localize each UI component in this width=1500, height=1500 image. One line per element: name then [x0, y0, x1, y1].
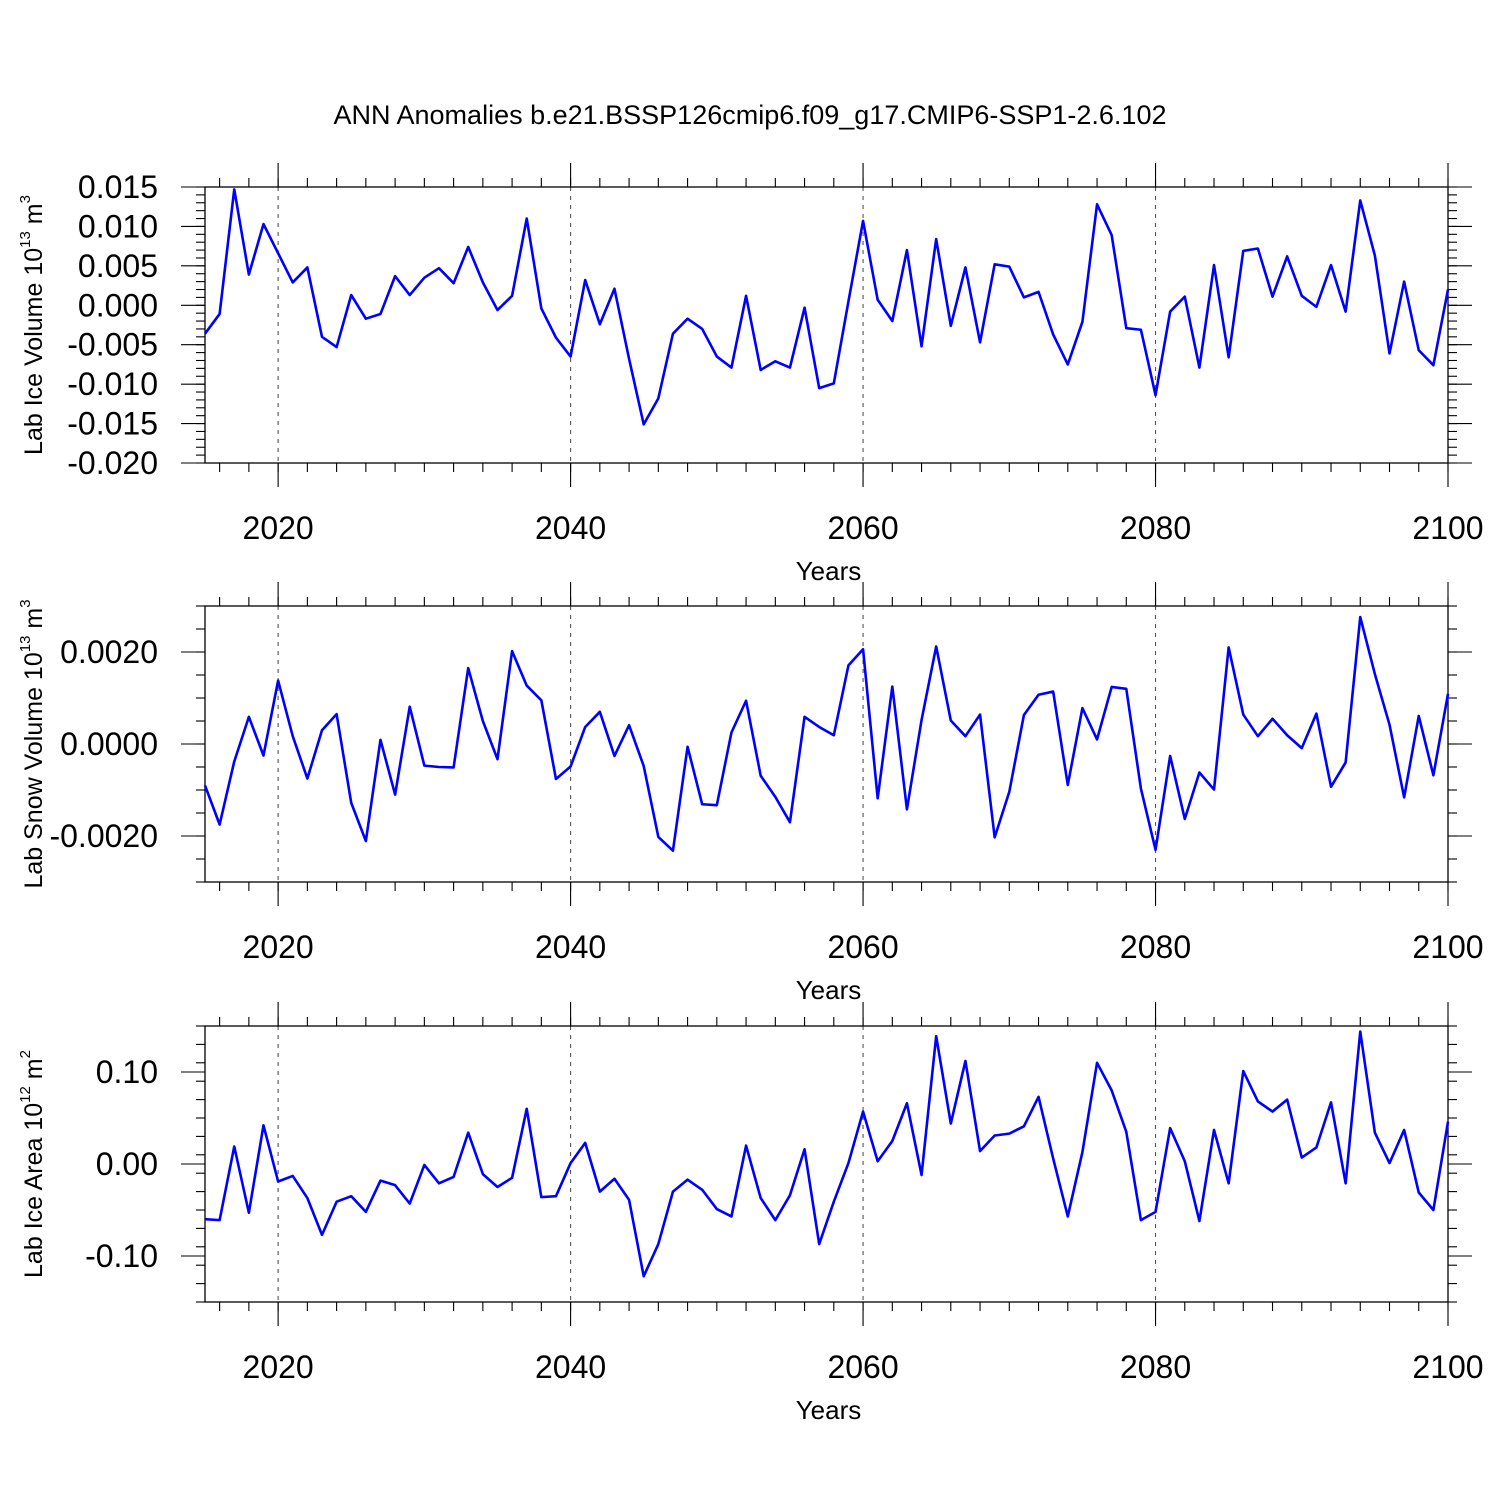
plot-frame [204, 1025, 1449, 1303]
x-tick-label: 2040 [535, 510, 606, 546]
panel-2: 2020 2040 2060 2080 2100 -0.0020 0.0000 0.0020 Y… [17, 582, 1484, 1005]
y-tick-label: 0.0000 [60, 726, 158, 762]
x-axis-label: Years [796, 556, 862, 586]
series-line [203, 188, 1450, 426]
x-axis-label: Years [796, 1395, 862, 1425]
y-label-exponent: 12 [17, 1086, 34, 1103]
x-tick-label: 2020 [243, 929, 314, 965]
x-tick-label: 2020 [243, 1349, 314, 1385]
y-label-unit-exponent: 3 [17, 599, 34, 607]
y-axis-label: Lab Snow Volume 1013 m3 [17, 599, 48, 888]
y-tick-label: -0.005 [67, 327, 158, 363]
plot-frame [204, 186, 1449, 464]
y-label-unit: m [20, 203, 48, 231]
x-tick-label: 2080 [1120, 510, 1191, 546]
x-tick-label: 2100 [1412, 510, 1483, 546]
y-label-unit-exponent: 3 [17, 195, 34, 203]
x-tick-label: 2060 [827, 929, 898, 965]
y-tick-label: -0.0020 [49, 818, 158, 854]
x-tick-label: 2040 [535, 1349, 606, 1385]
x-tick-label: 2080 [1120, 1349, 1191, 1385]
y-label-unit-exponent: 2 [17, 1050, 34, 1058]
y-label-exponent: 13 [17, 231, 34, 248]
plot-frame [204, 605, 1449, 883]
y-label-main: Lab Ice Area 10 [20, 1103, 48, 1278]
y-tick-label: -0.010 [67, 366, 158, 402]
y-tick-label: 0.015 [78, 169, 158, 205]
chart-title: ANN Anomalies b.e21.BSSP126cmip6.f09_g17… [334, 100, 1167, 130]
y-label-exponent: 13 [17, 636, 34, 653]
y-label-main: Lab Snow Volume 10 [20, 652, 48, 888]
y-tick-label: -0.015 [67, 406, 158, 442]
y-label-unit: m [20, 1058, 48, 1086]
y-axis-label: Lab Ice Area 1012 m2 [17, 1050, 48, 1278]
x-tick-label: 2100 [1412, 929, 1483, 965]
y-tick-label: 0.10 [96, 1054, 158, 1090]
panel-3: 2020 2040 2060 2080 2100 -0.10 0.00 0.10 Years La… [17, 1002, 1484, 1425]
panels-container: 2020 2040 2060 2080 2100-0.020-0.015-0.010-0… [17, 163, 1484, 1425]
y-tick-label: 0.010 [78, 208, 158, 244]
x-tick-label: 2020 [243, 510, 314, 546]
x-tick-label: 2100 [1412, 1349, 1483, 1385]
x-tick-label: 2060 [827, 1349, 898, 1385]
y-tick-label: 0.0020 [60, 634, 158, 670]
series-line [203, 615, 1450, 853]
y-tick-label: 0.005 [78, 248, 158, 284]
y-tick-label: -0.10 [85, 1238, 158, 1274]
x-axis-label: Years [796, 975, 862, 1005]
x-tick-label: 2040 [535, 929, 606, 965]
y-axis-label: Lab Ice Volume 1013 m3 [17, 195, 48, 455]
y-label-unit: m [20, 608, 48, 636]
x-tick-label: 2060 [827, 510, 898, 546]
y-label-main: Lab Ice Volume 10 [20, 248, 48, 455]
y-tick-label: -0.020 [67, 445, 158, 481]
series-line [204, 1030, 1450, 1278]
x-tick-label: 2080 [1120, 929, 1191, 965]
panel-1: 2020 2040 2060 2080 2100 -0.020-0.015 -0.010-0… [17, 163, 1484, 586]
y-tick-label: 0.000 [78, 287, 158, 323]
y-tick-label: 0.00 [96, 1146, 158, 1182]
